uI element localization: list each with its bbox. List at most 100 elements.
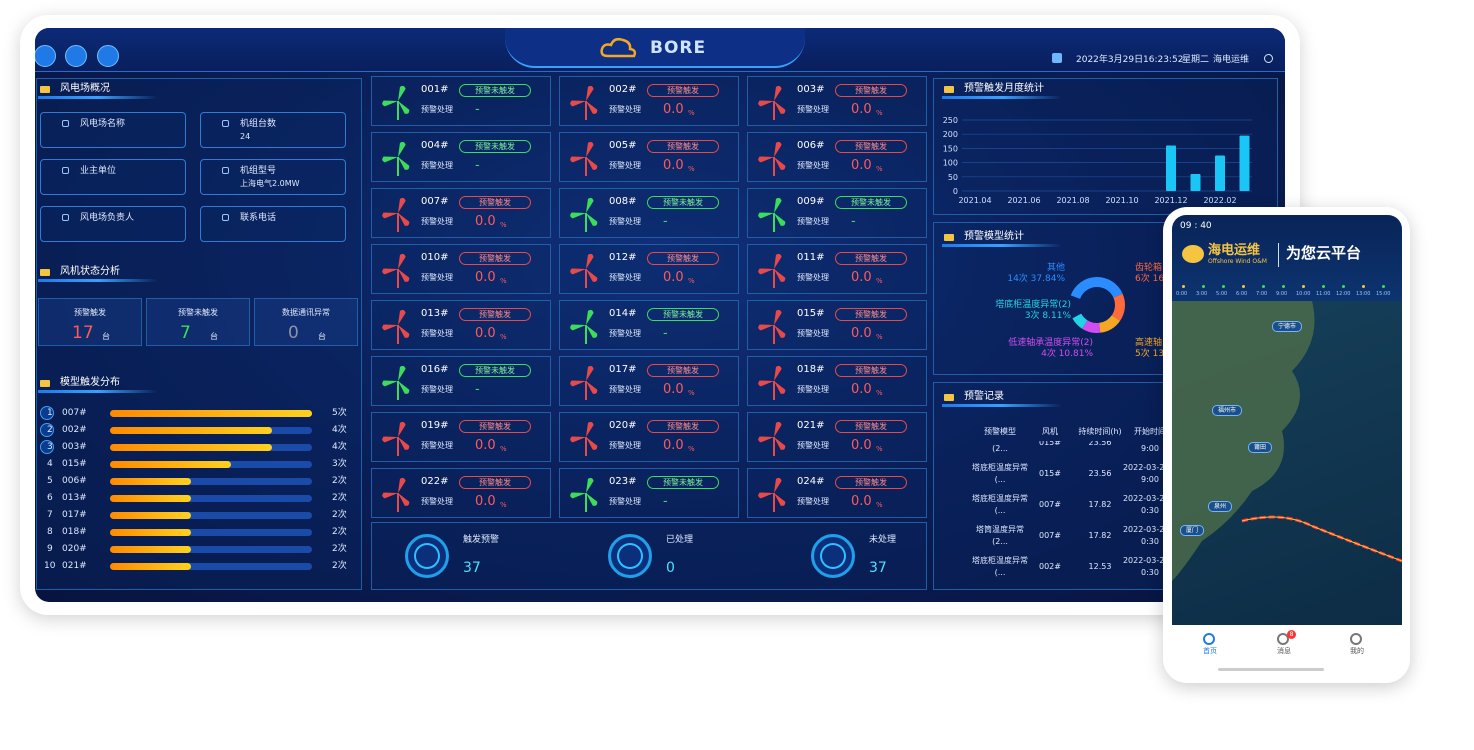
- blade: [586, 325, 598, 338]
- header-button[interactable]: [65, 45, 87, 67]
- turbine-label: 预警处理: [421, 273, 453, 282]
- turbine-icon: [570, 421, 598, 456]
- turbine-status: 预警触发: [459, 308, 531, 321]
- turbine-label: 预警处理: [609, 161, 641, 170]
- table-cell: 015#: [1039, 441, 1061, 447]
- turbine-unit: %: [876, 501, 883, 509]
- turbine-icon: [758, 141, 786, 176]
- panel-title: 预警触发月度统计: [964, 83, 1044, 94]
- donut-segment: [1082, 320, 1101, 333]
- y-tick-label: 50: [948, 173, 958, 182]
- home-indicator: [1218, 668, 1324, 671]
- table-cell: 2022-03-29 00:30: [1122, 556, 1178, 577]
- table-cell: 12.53: [1088, 562, 1112, 571]
- title-icon: [944, 234, 954, 241]
- timeline-label: 11:00: [1316, 291, 1331, 297]
- header-button[interactable]: [35, 45, 56, 67]
- blade: [382, 324, 398, 331]
- turbine-status: 预警未触发: [459, 364, 531, 377]
- value-label: 2次: [332, 544, 347, 554]
- blade: [758, 492, 774, 499]
- turbine-rate: -: [475, 382, 480, 397]
- nav-icon[interactable]: [1277, 633, 1289, 645]
- table-cell: 007#: [1039, 500, 1061, 509]
- blade: [586, 101, 598, 114]
- turbine-status: 预警触发: [835, 252, 907, 265]
- timeline-label: 15:00: [1376, 291, 1391, 297]
- timeline-dot: [1222, 285, 1225, 288]
- turbine-id: 002#: [609, 84, 637, 95]
- header-button[interactable]: [97, 45, 119, 67]
- nav-icon[interactable]: [1203, 633, 1215, 645]
- blade: [774, 493, 786, 506]
- timeline-label: 10:00: [1296, 291, 1311, 297]
- turbine-status: 预警触发: [459, 252, 531, 265]
- summary-icon: [608, 534, 652, 578]
- pie-label: 高速轴: [1135, 338, 1163, 348]
- y-tick-label: 250: [943, 116, 958, 125]
- turbine-icon: [382, 365, 410, 400]
- power-button[interactable]: [1264, 54, 1273, 63]
- blade: [586, 437, 598, 450]
- bar-track: [110, 478, 312, 485]
- turbine-status: 预警触发: [647, 84, 719, 97]
- title-underline: [942, 96, 1062, 99]
- value-label: 4次: [332, 425, 347, 435]
- turbine-icon: [758, 309, 786, 344]
- blade: [570, 492, 586, 499]
- panel-title: 预警模型统计: [964, 231, 1024, 242]
- value-label: 5次: [332, 408, 347, 418]
- blade: [570, 436, 586, 443]
- turbine-unit: %: [876, 445, 883, 453]
- turbine-rate: -: [851, 214, 856, 229]
- turbine-label: 预警处理: [421, 441, 453, 450]
- turbine-icon: [382, 477, 410, 512]
- timeline-dot: [1262, 285, 1265, 288]
- status-value: 17: [72, 323, 94, 343]
- turbine-id: 014#: [609, 308, 637, 319]
- turbine-label: 预警处理: [421, 217, 453, 226]
- turbine-label: 预警处理: [421, 161, 453, 170]
- turbine-id: 013#: [421, 308, 449, 319]
- model-name: 003#: [62, 442, 87, 452]
- x-tick-label: 2021.12: [1154, 196, 1187, 205]
- turbine-icon: [758, 85, 786, 120]
- value-label: 2次: [332, 493, 347, 503]
- field-icon: [222, 120, 229, 127]
- model-name: 018#: [62, 527, 87, 537]
- summary-icon: [405, 534, 449, 578]
- field-label: 业主单位: [80, 166, 117, 176]
- status-label: 预警未触发: [178, 308, 218, 317]
- field-label: 风电场负责人: [80, 213, 135, 223]
- blade: [774, 253, 782, 269]
- bar: [110, 546, 191, 553]
- bar: [110, 461, 232, 468]
- timeline-label: 0:00: [1176, 291, 1188, 297]
- blade: [382, 436, 398, 443]
- turbine-icon: [570, 85, 598, 120]
- map-place: 福州市: [1212, 405, 1243, 416]
- turbine-unit: %: [500, 445, 507, 453]
- nav-icon[interactable]: [1350, 633, 1362, 645]
- turbine-status: 预警未触发: [647, 476, 719, 489]
- summary-icon: [811, 534, 855, 578]
- field-value: 24: [240, 132, 251, 141]
- turbine-rate: 0.0: [851, 438, 872, 453]
- title-icon: [40, 269, 50, 276]
- blade: [758, 156, 774, 163]
- turbine-id: 024#: [797, 476, 825, 487]
- turbine-status: 预警触发: [459, 196, 531, 209]
- timeline-label: 5:00: [1216, 291, 1228, 297]
- turbine-rate: 0.0: [851, 270, 872, 285]
- status-box: [254, 298, 358, 346]
- timeline-label: 3:00: [1196, 291, 1208, 297]
- blade: [382, 100, 398, 107]
- bar-track: [110, 529, 312, 536]
- table-cell: 007#: [1039, 531, 1061, 540]
- bar-track: [110, 546, 312, 553]
- model-name: 015#: [62, 459, 87, 469]
- turbine-id: 018#: [797, 364, 825, 375]
- blade: [586, 213, 598, 226]
- timeline-dot: [1382, 285, 1385, 288]
- timeline-dot: [1342, 285, 1345, 288]
